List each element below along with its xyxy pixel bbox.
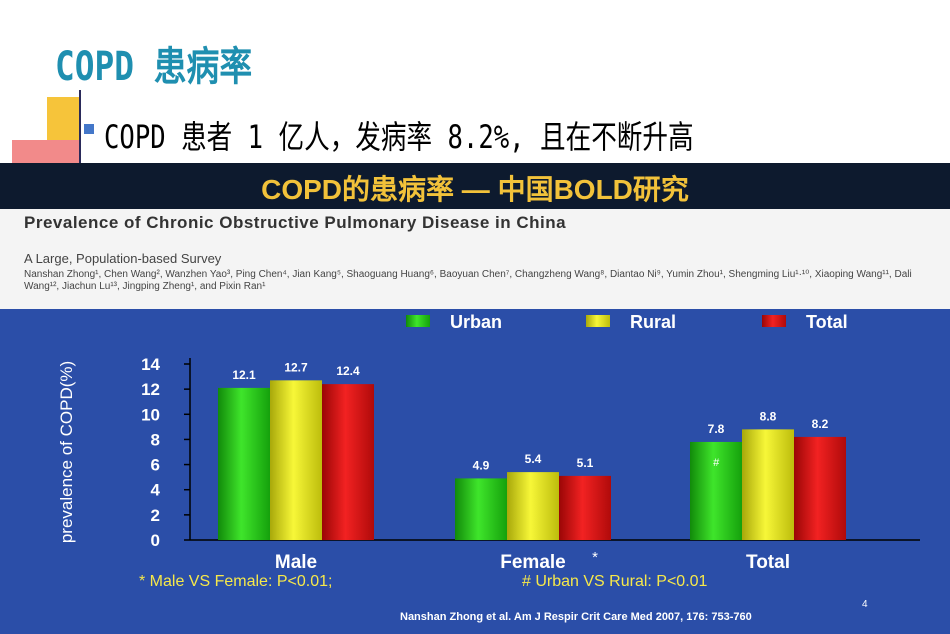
data-label: 5.1: [577, 456, 594, 470]
x-tick-label: Female: [500, 552, 565, 573]
legend-swatch-total: [762, 315, 786, 327]
paper-subtitle: A Large, Population-based Survey: [24, 251, 222, 266]
banner-title: COPD的患病率 — 中国BOLD研究: [261, 174, 689, 205]
deco-red-block: [12, 140, 80, 164]
x-tick-label: Total: [746, 552, 790, 573]
source-citation: Nanshan Zhong et al. Am J Respir Crit Ca…: [400, 611, 752, 623]
legend-label: Rural: [630, 312, 676, 332]
deco-vertical-line: [79, 90, 81, 178]
y-axis-label: prevalence of COPD(%): [57, 361, 76, 543]
significance-note-sex: * Male VS Female: P<0.01;: [139, 573, 332, 590]
bar-female-total: [559, 475, 611, 540]
data-label: 12.1: [232, 368, 256, 382]
legend-label: Total: [806, 312, 848, 332]
y-tick-label: 14: [141, 355, 160, 374]
y-tick-label: 8: [151, 430, 160, 449]
bar-annotation: #: [713, 457, 720, 469]
y-tick-label: 12: [141, 380, 160, 399]
data-label: 12.7: [284, 360, 308, 374]
y-tick-label: 2: [151, 506, 160, 525]
bar-total-total: [794, 436, 846, 540]
y-tick-label: 4: [151, 481, 161, 500]
bar-male-urban: [218, 387, 270, 540]
y-tick-label: 10: [141, 405, 160, 424]
category-mark: *: [592, 549, 598, 566]
bar-male-rural: [270, 380, 322, 540]
data-label: 12.4: [336, 364, 360, 378]
significance-note-area: # Urban VS Rural: P<0.01: [522, 573, 708, 590]
deco-yellow-block: [47, 97, 80, 140]
legend-swatch-urban: [406, 315, 430, 327]
y-tick-label: 6: [151, 456, 160, 475]
data-label: 5.4: [525, 452, 542, 466]
bar-female-rural: [507, 472, 559, 540]
page-number: 4: [862, 599, 868, 610]
bar-total-urban: [690, 441, 742, 540]
paper-authors: Nanshan Zhong¹, Chen Wang², Wanzhen Yao³…: [24, 269, 912, 292]
y-tick-label: 0: [151, 531, 160, 550]
slide-bullet-text: COPD 患者 1 亿人，发病率 8.2%, 且在不断升高: [104, 118, 694, 156]
data-label: 4.9: [473, 458, 490, 472]
legend-swatch-rural: [586, 315, 610, 327]
data-label: 8.8: [760, 409, 777, 423]
slide-title: COPD 患病率: [55, 44, 253, 90]
bar-total-rural: [742, 429, 794, 540]
paper-title: Prevalence of Chronic Obstructive Pulmon…: [24, 213, 567, 232]
data-label: 8.2: [812, 417, 829, 431]
paper-header-panel: [0, 209, 950, 309]
bar-male-total: [322, 384, 374, 540]
bar-female-urban: [455, 478, 507, 540]
legend-label: Urban: [450, 312, 502, 332]
x-tick-label: Male: [275, 552, 317, 573]
data-label: 7.8: [708, 422, 725, 436]
banner-band: [0, 163, 950, 209]
bullet-square-icon: [84, 124, 94, 134]
